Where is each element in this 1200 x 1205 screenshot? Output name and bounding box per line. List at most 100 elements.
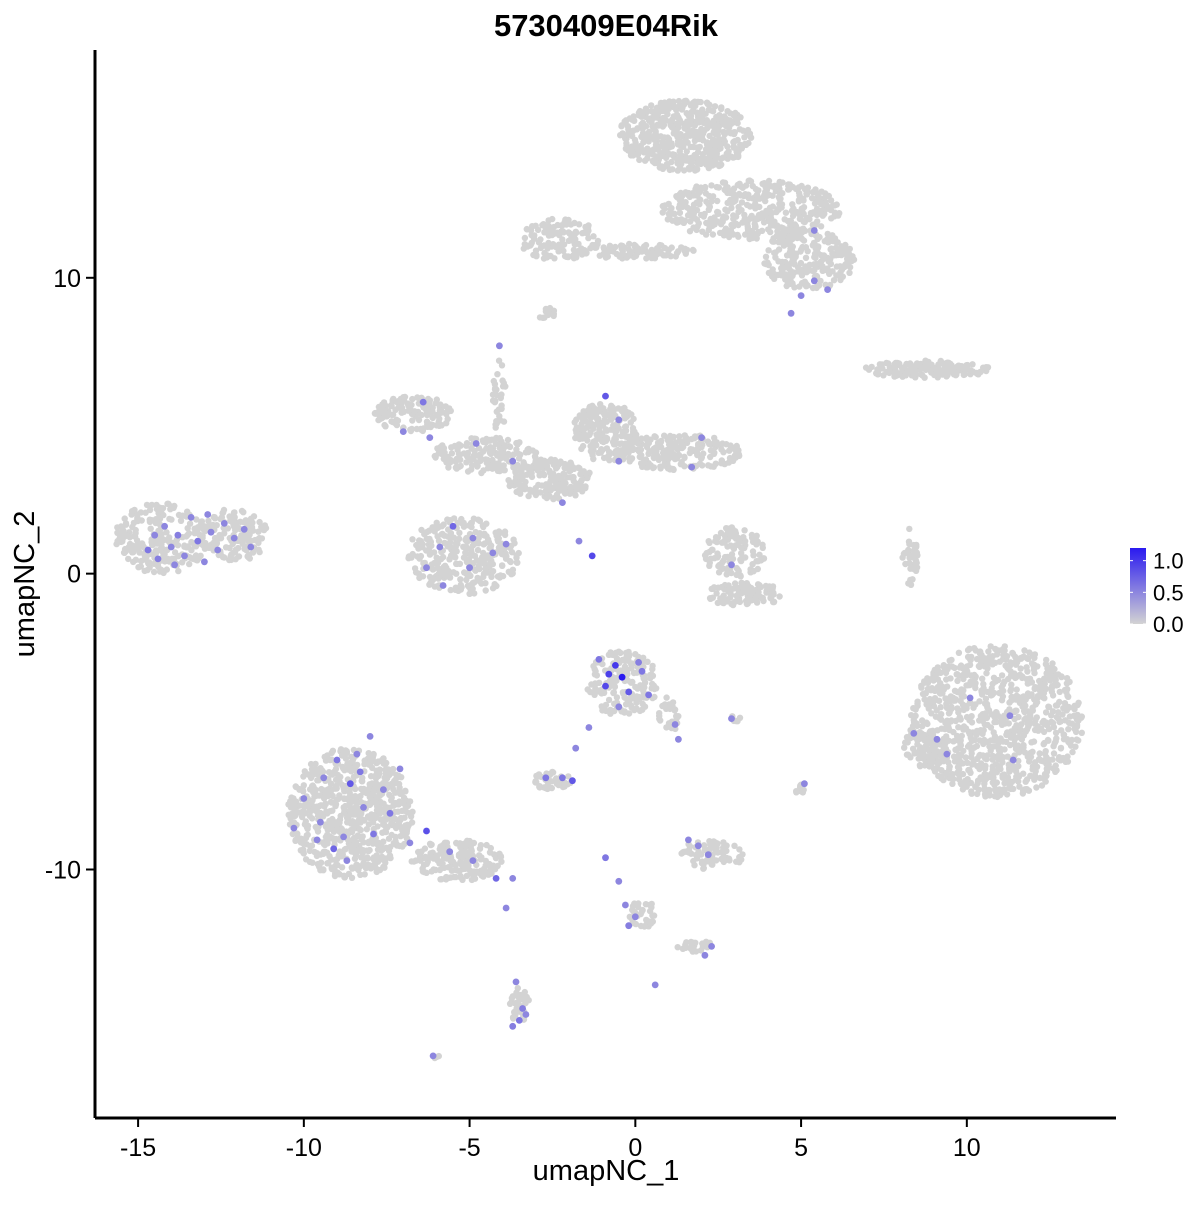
cell-point [341,767,348,774]
cell-point [525,492,532,500]
cell-point [579,442,587,450]
cell-point [792,253,799,260]
cell-point [821,194,828,201]
cell-point [651,136,658,143]
cell-point [879,365,886,372]
cell-point [714,131,721,139]
cell-point [515,473,522,480]
cell-point [738,550,745,557]
cell-point [373,865,380,873]
cell-point [602,426,610,433]
cell-point [614,446,621,454]
cell-point [1033,684,1040,691]
cell-point [397,816,404,824]
cell-point [205,544,213,551]
cell-point [783,252,791,259]
cell-point [706,192,713,200]
cell-point [928,710,935,717]
cell-point [670,433,677,441]
cell-point [574,486,581,493]
cell-point [666,151,673,158]
cell-point [678,244,685,251]
cell-point [658,242,665,249]
cell-point [593,244,600,251]
cell-point [694,98,701,106]
cell-point [1056,688,1064,696]
cell-point [389,766,397,773]
cell-point [908,712,915,719]
cell-point [523,225,530,233]
cell-point [725,459,732,466]
cell-point [545,217,552,224]
cell-point [1027,772,1034,779]
cell-point [121,545,129,553]
cell-point [929,727,936,734]
cell-point [789,201,796,208]
cell-point [810,239,818,247]
cell-point [296,786,303,793]
cell-point [560,229,567,236]
cell-point [713,538,721,546]
cell-point [480,549,487,557]
cell-point [615,405,622,412]
cell-point [170,504,177,512]
cell-point [160,511,167,519]
cell-point [909,576,916,583]
cell-point [256,518,263,526]
cell-point [707,463,715,470]
cell-point [455,450,463,458]
cell-point [494,371,501,378]
cell-point [757,212,765,219]
cell-point [704,139,711,146]
cell-point [828,215,835,222]
cell-point [968,737,976,744]
cell-point [705,148,712,155]
cell-point [846,269,853,276]
cell-point [817,223,825,230]
cell-point [577,471,584,478]
cell-point [798,272,806,279]
cell-point [628,115,635,123]
cell-point [637,446,645,453]
cell-point [177,517,185,524]
cell-point [600,454,608,462]
cell-point [513,488,520,496]
cell-point [412,569,420,576]
cell-point [440,521,447,528]
cell-point [811,200,819,207]
cell-point [497,394,504,402]
cell-point [1043,772,1050,780]
cell-point [765,247,772,254]
cell-point [735,208,742,216]
cell-point [1007,741,1014,749]
cell-point [409,536,416,543]
cell-point [553,229,561,236]
cell-point [597,448,604,455]
cell-point [507,558,514,566]
cell-point [1022,728,1029,735]
cell-point [186,520,194,527]
cell-point [463,558,471,566]
cell-point [1000,687,1007,695]
cell-point [907,565,914,572]
cell-point [585,234,592,242]
cell-point [798,246,805,253]
cell-point [977,774,984,781]
cell-point [453,570,460,577]
cell-point [991,713,998,720]
cell-point [939,737,946,744]
cell-point [121,515,128,522]
cell-point [600,250,607,258]
cell-point [776,200,783,208]
cell-point [827,197,835,204]
cell-point [497,454,504,462]
cell-point [458,584,465,591]
cell-point [731,598,738,606]
cell-point [657,439,664,446]
cell-point [796,192,803,199]
cell-point [989,680,996,688]
cell-point [1057,757,1064,764]
cell-point [743,201,751,209]
cell-point [219,553,227,561]
cell-point [1049,692,1057,699]
